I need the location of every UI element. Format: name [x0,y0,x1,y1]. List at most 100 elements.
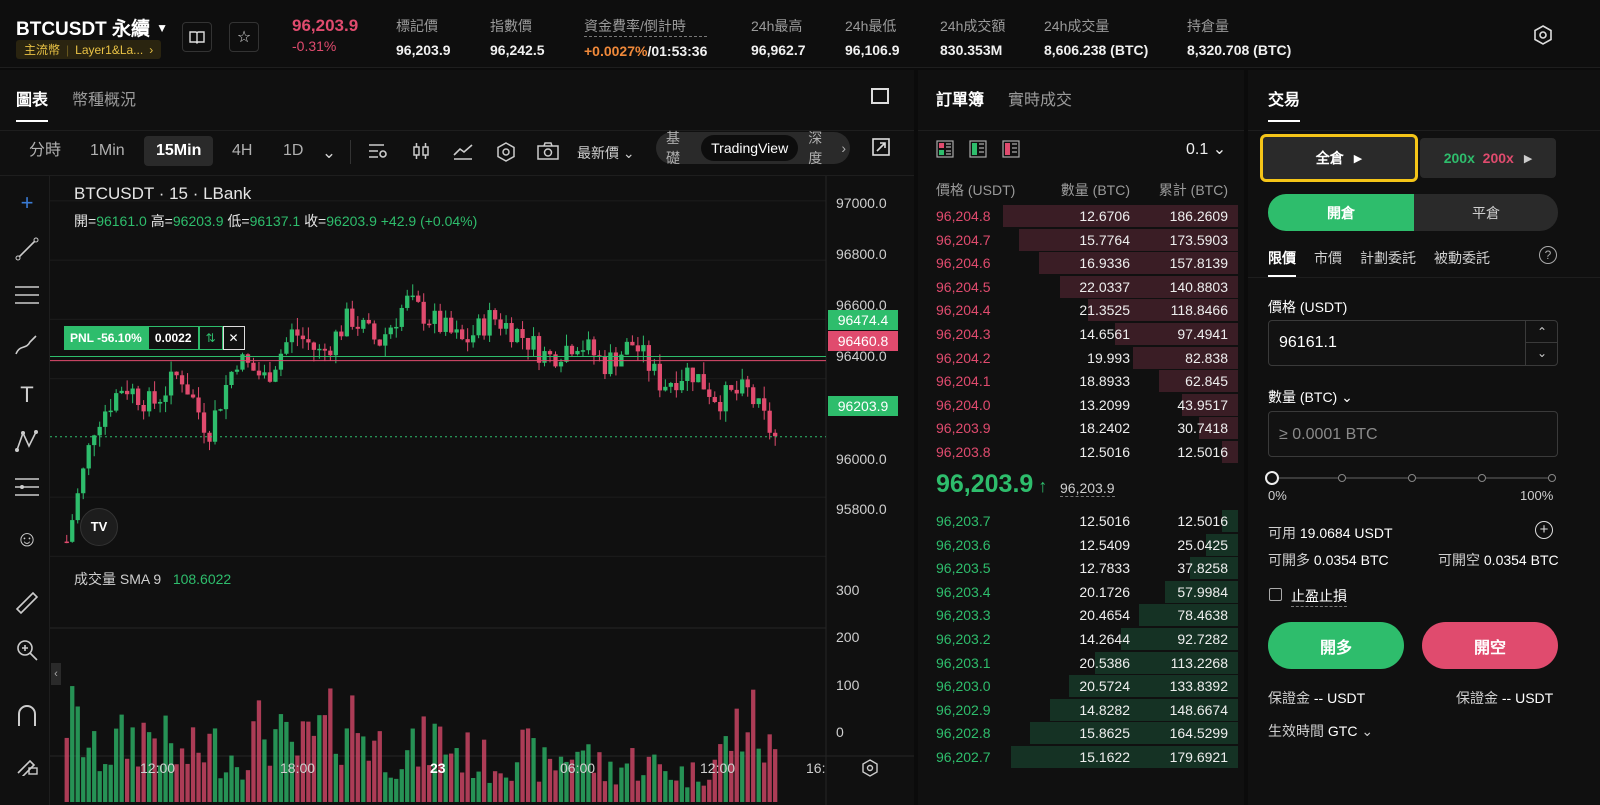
pattern-tool-icon[interactable] [12,428,42,458]
increment-icon[interactable]: ⌃ [1526,321,1558,343]
tab-recent-trades[interactable]: 實時成交 [1008,92,1073,109]
reverse-position-icon[interactable]: ⇅ [198,326,223,350]
bid-row[interactable]: 96,203.2 14.2644 92.7282 [936,628,1238,650]
chart-settings-icon[interactable] [495,142,517,164]
view-tradingview[interactable]: TradingView [701,135,799,161]
fib-tool-icon[interactable] [12,476,42,506]
order-type-market[interactable]: 市價 [1314,250,1342,266]
ask-row[interactable]: 96,204.1 18.8933 62.845 [936,370,1238,393]
trendline-icon[interactable] [12,236,42,266]
price-type-select[interactable]: 最新價 ⌄ [577,143,635,163]
candle-body [536,336,542,363]
bid-row[interactable]: 96,203.4 20.1726 57.9984 [936,580,1238,603]
fullscreen-icon[interactable] [871,88,889,104]
price-input[interactable]: 96161.1 ⌃ ⌄ [1268,320,1558,366]
candle-type-icon[interactable] [410,142,432,164]
help-icon[interactable]: ? [1539,246,1557,264]
order-type-passive[interactable]: 被動委託 [1434,250,1490,266]
qty-unit-select[interactable]: 數量 (BTC) ⌄ [1268,387,1353,407]
slider-tick[interactable] [1338,474,1346,482]
leverage-button[interactable]: 200x 200x ▶ [1420,138,1556,178]
close-position-icon[interactable]: ✕ [222,326,245,350]
view-depth[interactable]: 深度 [808,130,823,166]
qty-input[interactable]: ≥ 0.0001 BTC [1268,411,1558,457]
brush-icon[interactable] [12,332,42,362]
open-position-tab[interactable]: 開倉 [1268,194,1414,231]
decrement-icon[interactable]: ⌄ [1536,346,1548,360]
bid-row[interactable]: 96,203.0 20.5724 133.8392 [936,675,1238,698]
order-type-plan[interactable]: 計劃委託 [1360,250,1416,266]
qty-slider-handle[interactable] [1265,471,1279,485]
open-short-button[interactable]: 開空 [1422,622,1558,669]
bid-row[interactable]: 96,203.7 12.5016 12.5016 [936,510,1238,532]
chevron-right-icon[interactable]: › [841,140,846,156]
tab-order-book[interactable]: 訂單簿 [936,92,985,109]
line-chart-icon[interactable] [452,142,474,164]
emoji-icon[interactable]: ☺ [15,526,39,551]
tpsl-checkbox[interactable] [1269,588,1282,601]
tpsl-label[interactable]: 止盈止損 [1291,586,1347,607]
symbol-selector[interactable]: BTCUSDT 永續 ▼ [16,14,168,41]
bid-row[interactable]: 96,203.3 20.4654 78.4638 [936,604,1238,627]
open-long-button[interactable]: 開多 [1268,622,1404,669]
bid-row[interactable]: 96,202.9 14.8282 148.6674 [936,698,1238,721]
ask-row[interactable]: 96,204.6 16.9336 157.8139 [936,252,1238,275]
time-in-force-select[interactable]: 生效時間 GTC ⌄ [1268,721,1373,741]
category-tags[interactable]: 主流幣 | Layer1&La... › [16,40,162,59]
book-icon[interactable] [182,22,212,52]
slider-tick[interactable] [1548,474,1556,482]
view-basic[interactable]: 基礎 [666,130,680,166]
timeframe-1d[interactable]: 1D [283,142,304,159]
timeframe-4h[interactable]: 4H [232,142,253,159]
collapse-toolbar-icon[interactable]: ‹ [51,663,61,685]
price-chart[interactable] [50,176,914,805]
ask-row[interactable]: 96,204.5 22.0337 140.8803 [936,275,1238,298]
indicator-icon[interactable] [367,142,389,164]
bid-row[interactable]: 96,202.8 15.8625 164.5299 [936,722,1238,745]
bid-row[interactable]: 96,203.5 12.7833 37.8258 [936,557,1238,580]
close-position-tab[interactable]: 平倉 [1414,194,1558,231]
book-asks-icon[interactable] [1002,140,1020,163]
slider-tick[interactable] [1408,474,1416,482]
expand-icon[interactable] [872,138,890,161]
tradingview-logo[interactable]: TV [80,508,118,546]
ask-row[interactable]: 96,204.4 21.3525 118.8466 [936,299,1238,322]
order-type-limit[interactable]: 限價 [1268,248,1296,277]
chevron-down-icon[interactable]: ⌄ [321,143,337,162]
axis-settings-icon[interactable] [861,759,879,782]
lock-drawing-icon[interactable] [12,752,42,782]
slider-tick[interactable] [1478,474,1486,482]
ask-row[interactable]: 96,204.3 14.6561 97.4941 [936,323,1238,345]
ask-row[interactable]: 96,203.8 12.5016 12.5016 [936,441,1238,463]
ask-row[interactable]: 96,204.0 13.2099 43.9517 [936,393,1238,416]
ruler-icon[interactable] [12,590,42,620]
stat-funding-rate[interactable]: 資金費率/倒計時 +0.0027%/01:53:36 [584,16,708,59]
bid-row[interactable]: 96,203.1 20.5386 113.2268 [936,651,1238,674]
position-line-label[interactable]: PNL -56.10% 0.0022 ⇅ ✕ [64,326,245,350]
text-tool-icon[interactable]: T [20,382,34,407]
bid-row[interactable]: 96,203.6 12.5409 25.0425 [936,533,1238,556]
precision-select[interactable]: 0.1 ⌄ [1186,139,1226,159]
ask-row[interactable]: 96,204.8 12.6706 186.2609 [936,205,1238,227]
timeframe-line[interactable]: 分時 [29,142,62,159]
add-funds-icon[interactable]: + [1535,521,1553,539]
favorite-star-icon[interactable]: ☆ [229,22,259,52]
margin-mode-button[interactable]: 全倉 ▶ [1260,134,1418,182]
ask-row[interactable]: 96,204.2 19.993 82.838 [936,346,1238,369]
tab-chart[interactable]: 圖表 [16,86,49,122]
camera-icon[interactable] [537,142,559,164]
timeframe-1min[interactable]: 1Min [90,142,125,159]
horizontal-lines-icon[interactable] [12,284,42,314]
timeframe-15min[interactable]: 15Min [144,136,214,166]
book-both-icon[interactable] [936,140,954,163]
magnet-icon[interactable] [12,704,42,734]
tab-coin-overview[interactable]: 幣種概況 [72,92,137,109]
crosshair-icon[interactable]: + [20,190,34,215]
zoom-in-icon[interactable] [12,638,42,668]
ask-row[interactable]: 96,204.7 15.7764 173.5903 [936,228,1238,251]
bid-row[interactable]: 96,202.7 15.1622 179.6921 [936,746,1238,768]
trade-title[interactable]: 交易 [1268,86,1301,122]
book-bids-icon[interactable] [969,140,987,163]
ask-row[interactable]: 96,203.9 18.2402 30.7418 [936,417,1238,440]
settings-gear-icon[interactable] [1532,24,1554,51]
